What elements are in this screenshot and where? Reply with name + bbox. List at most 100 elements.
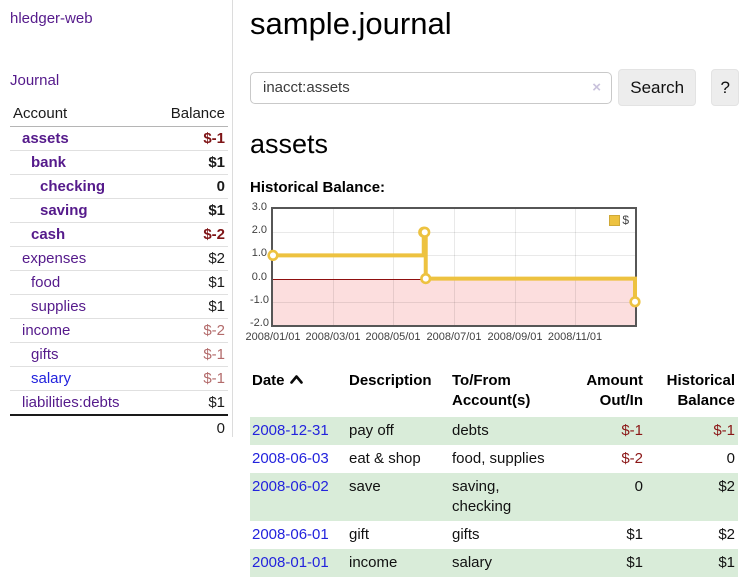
sidebar-account-link-supplies[interactable]: supplies (31, 298, 87, 315)
gridline (333, 209, 334, 325)
legend-swatch (609, 214, 621, 226)
account-balance: 0 (216, 178, 225, 195)
sidebar-item-journal[interactable]: Journal (10, 72, 60, 89)
register-row: 2008-01-01 income salary $1 $1 (250, 549, 738, 577)
transaction-accounts: gifts (452, 526, 480, 543)
y-tick-label: 1.0 (251, 247, 267, 259)
transaction-amount: 0 (634, 478, 643, 495)
account-row: expenses $2 (10, 247, 228, 271)
account-balance: $1 (208, 202, 225, 219)
account-balance: $1 (208, 298, 225, 315)
transaction-description: save (349, 478, 381, 495)
account-balance: $-1 (203, 130, 225, 147)
sidebar-account-link-bank[interactable]: bank (31, 154, 67, 171)
x-tick-label: 2008/05/01 (365, 331, 421, 343)
chart-title: Historical Balance: (250, 179, 386, 196)
sidebar-account-link-checking[interactable]: checking (40, 178, 106, 195)
gridline (273, 302, 635, 303)
transaction-balance: $2 (718, 526, 735, 543)
accounts-table-header: Account Balance (10, 105, 228, 127)
sidebar-account-link-saving[interactable]: saving (40, 202, 88, 219)
x-tick-label: 2008/01/01 (245, 331, 301, 343)
search-input[interactable] (250, 71, 612, 104)
account-row: gifts $-1 (10, 343, 228, 367)
account-balance: $1 (208, 154, 225, 171)
accounts-total: 0 (216, 420, 225, 437)
app-title-link[interactable]: hledger-web (10, 10, 93, 27)
data-point-marker (629, 296, 641, 308)
transaction-date-link[interactable]: 2008-06-02 (252, 478, 329, 495)
transaction-date-link[interactable]: 2008-06-03 (252, 450, 329, 467)
x-tick-label: 2008/11/01 (547, 331, 603, 343)
register-row: 2008-12-31 pay off debts $-1 $-1 (250, 417, 738, 445)
search-bar: × Search ? (250, 69, 739, 106)
transaction-accounts: debts (452, 422, 489, 439)
gridline (273, 255, 635, 256)
gridline (575, 209, 576, 325)
transaction-date-link[interactable]: 2008-01-01 (252, 554, 329, 571)
account-balance: $-2 (203, 226, 225, 243)
account-balance: $-1 (203, 346, 225, 363)
account-row: cash $-2 (10, 223, 228, 247)
sidebar-account-link-food[interactable]: food (31, 274, 61, 291)
sidebar-account-link-salary[interactable]: salary (31, 370, 72, 387)
data-point-marker (267, 249, 279, 262)
accounts-header-account: Account (13, 105, 68, 122)
transaction-date-link[interactable]: 2008-12-31 (252, 422, 329, 439)
transaction-balance: $2 (718, 478, 735, 495)
register-header-balance: Historical Balance (666, 372, 735, 409)
account-heading: assets (250, 129, 329, 159)
sidebar-account-link-cash[interactable]: cash (31, 226, 66, 243)
sidebar-account-link-assets[interactable]: assets (22, 130, 69, 147)
search-button[interactable]: Search (618, 69, 697, 106)
sidebar-account-link-liabilities-debts[interactable]: liabilities:debts (22, 394, 120, 411)
account-balance: $2 (208, 250, 225, 267)
accounts-rows: assets $-1 bank $1 checking 0 saving $1 cash $-2 e… (10, 127, 228, 416)
y-tick-label: 3.0 (251, 201, 267, 213)
transaction-date-link[interactable]: 2008-06-01 (252, 526, 329, 543)
account-row: assets $-1 (10, 127, 228, 151)
register-header-accounts: To/From Account(s) (452, 372, 531, 409)
account-row: income $-2 (10, 319, 228, 343)
y-tick-label: -2.0 (250, 317, 269, 329)
clear-search-icon[interactable]: × (592, 78, 601, 96)
account-row: bank $1 (10, 151, 228, 175)
transaction-accounts: food, supplies (452, 450, 545, 467)
transaction-description: gift (349, 526, 370, 543)
account-row: saving $1 (10, 199, 228, 223)
account-balance: $-2 (203, 322, 225, 339)
chart-legend: $ (607, 212, 631, 228)
chart-plot-area: $ (267, 207, 641, 327)
y-tick-label: 0.0 (251, 271, 267, 283)
register-row: 2008-06-02 save saving, checking 0 $2 (250, 473, 738, 521)
sidebar-account-link-income[interactable]: income (22, 322, 71, 339)
legend-label: $ (622, 213, 629, 227)
y-tick-label: 2.0 (251, 224, 267, 236)
account-row: food $1 (10, 271, 228, 295)
transaction-amount: $-2 (621, 450, 643, 467)
register-header-description: Description (349, 372, 432, 389)
transaction-balance: $1 (718, 554, 735, 571)
gridline (515, 209, 516, 325)
main-content: sample.journal × Search ? assets Histori… (245, 0, 739, 577)
x-tick-label: 2008/03/01 (305, 331, 361, 343)
transaction-description: income (349, 554, 398, 571)
data-point-marker (419, 226, 431, 238)
accounts-header-balance: Balance (170, 105, 225, 122)
page-title: sample.journal (250, 6, 452, 41)
accounts-table: Account Balance assets $-1 bank $1 checking 0… (10, 105, 228, 440)
register-header-date[interactable]: Date (250, 369, 347, 417)
register-row: 2008-06-03 eat & shop food, supplies $-2 0 (250, 445, 738, 473)
sidebar-account-link-gifts[interactable]: gifts (31, 346, 59, 363)
sort-ascending-icon (289, 370, 303, 390)
account-row: checking 0 (10, 175, 228, 199)
transaction-description: pay off (349, 422, 394, 439)
data-point-marker (420, 272, 432, 285)
register-row: 2008-06-01 gift gifts $1 $2 (250, 521, 738, 549)
account-row: supplies $1 (10, 295, 228, 319)
account-balance: $-1 (203, 370, 225, 387)
transaction-amount: $-1 (621, 422, 643, 439)
sidebar-account-link-expenses[interactable]: expenses (22, 250, 87, 267)
account-balance: $1 (208, 274, 225, 291)
help-button[interactable]: ? (711, 69, 739, 106)
